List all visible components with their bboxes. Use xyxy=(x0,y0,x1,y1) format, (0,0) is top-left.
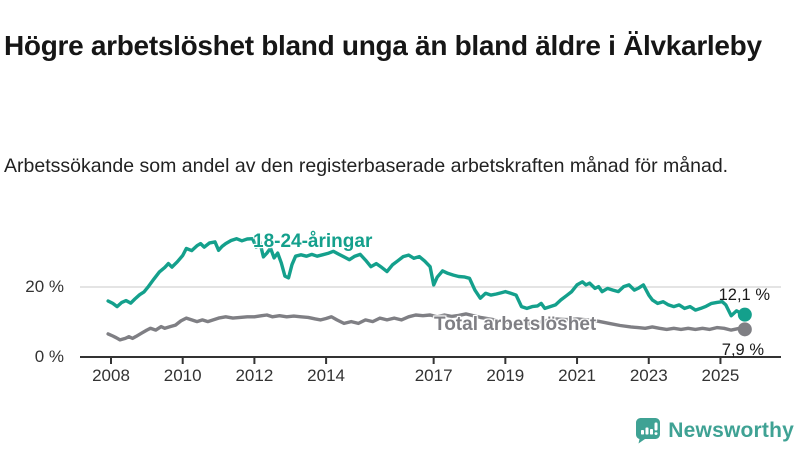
page-title: Högre arbetslöshet bland unga än bland ä… xyxy=(4,29,762,61)
y-axis-tick-label-20: 20 % xyxy=(25,277,64,296)
x-axis-tick-label: 2008 xyxy=(92,366,130,385)
end-value-label-youth: 12,1 % xyxy=(718,286,770,304)
x-axis-tick-label: 2017 xyxy=(414,366,453,385)
x-axis-tick-label: 2021 xyxy=(558,366,596,385)
chart-subtitle: Arbetssökande som andel av den registerb… xyxy=(4,154,729,177)
total-series-line xyxy=(106,312,747,342)
x-axis-tick-label: 2014 xyxy=(307,366,345,385)
x-axis-tick-label: 2025 xyxy=(701,366,740,385)
series-label-total: Total arbetslöshet xyxy=(434,314,597,335)
y-axis-tick-label-0: 0 % xyxy=(34,347,64,366)
x-axis-tick-label: 2010 xyxy=(163,366,202,385)
youth-end-dot xyxy=(737,307,752,322)
total-end-dot xyxy=(737,322,752,337)
newsworthy-logo: Newsworthy xyxy=(635,417,794,444)
end-value-label-total: 7,9 % xyxy=(721,341,764,359)
bar-chart-speech-bubble-icon xyxy=(636,418,661,444)
series-label-youth: 18-24-åringar xyxy=(253,231,373,252)
newsworthy-logo-text: Newsworthy xyxy=(668,418,794,442)
x-axis-tick-label: 2023 xyxy=(629,366,668,385)
youth-series-line xyxy=(106,236,747,318)
x-axis-tick-label: 2019 xyxy=(486,366,525,385)
x-axis-tick-label: 2012 xyxy=(235,366,274,385)
